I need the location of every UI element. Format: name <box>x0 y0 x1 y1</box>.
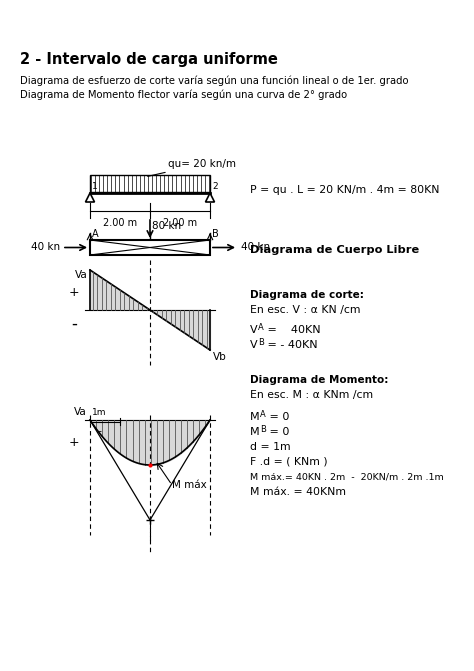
Text: 2: 2 <box>212 182 218 191</box>
Text: 2.00 m: 2.00 m <box>103 219 137 229</box>
Text: A: A <box>258 323 264 332</box>
Text: +: + <box>69 285 79 299</box>
Text: V: V <box>250 340 258 350</box>
Text: 1m: 1m <box>92 408 107 417</box>
Text: 40 kn: 40 kn <box>241 242 270 252</box>
Text: M: M <box>250 427 260 437</box>
Text: -: - <box>97 426 101 436</box>
Polygon shape <box>90 270 150 310</box>
Bar <box>90 175 210 192</box>
Text: V: V <box>250 325 258 335</box>
Text: qu= 20 kn/m: qu= 20 kn/m <box>148 159 236 176</box>
Text: 80 kn: 80 kn <box>152 221 181 231</box>
Text: Diagrama de Momento:: Diagrama de Momento: <box>250 375 388 385</box>
Text: = 0: = 0 <box>266 427 289 437</box>
Text: M máx.= 40KN . 2m  -  20KN/m . 2m .1m: M máx.= 40KN . 2m - 20KN/m . 2m .1m <box>250 472 444 481</box>
Text: =    40KN: = 40KN <box>264 325 320 335</box>
Text: B: B <box>212 229 219 239</box>
Text: B: B <box>258 338 264 347</box>
Text: d = 1m: d = 1m <box>250 442 291 452</box>
Bar <box>90 240 210 255</box>
Text: F .d = ( KNm ): F .d = ( KNm ) <box>250 457 328 467</box>
Text: 40 kn: 40 kn <box>31 242 60 252</box>
Text: En esc. M : α KNm /cm: En esc. M : α KNm /cm <box>250 390 373 400</box>
Text: Va: Va <box>74 407 87 417</box>
Text: 1: 1 <box>92 182 98 191</box>
Text: A: A <box>92 229 99 239</box>
Text: Vb: Vb <box>213 352 227 362</box>
Text: 2.00 m: 2.00 m <box>163 219 197 229</box>
Text: Diagrama de esfuerzo de corte varía según una función lineal o de 1er. grado: Diagrama de esfuerzo de corte varía segú… <box>20 75 409 85</box>
Text: Diagrama de corte:: Diagrama de corte: <box>250 290 364 300</box>
Text: Diagrama de Cuerpo Libre: Diagrama de Cuerpo Libre <box>250 245 419 255</box>
Text: = - 40KN: = - 40KN <box>264 340 318 350</box>
Text: +: + <box>69 436 79 449</box>
Text: 2 - Intervalo de carga uniforme: 2 - Intervalo de carga uniforme <box>20 52 278 67</box>
Text: = 0: = 0 <box>266 412 289 422</box>
Text: -: - <box>71 315 77 333</box>
Text: B: B <box>260 425 266 434</box>
Polygon shape <box>150 310 210 350</box>
Text: En esc. V : α KN /cm: En esc. V : α KN /cm <box>250 305 361 315</box>
Text: Diagrama de Momento flector varía según una curva de 2° grado: Diagrama de Momento flector varía según … <box>20 90 347 101</box>
Text: P = qu . L = 20 KN/m . 4m = 80KN: P = qu . L = 20 KN/m . 4m = 80KN <box>250 185 439 195</box>
Text: Va: Va <box>75 270 88 280</box>
Text: M máx: M máx <box>172 480 207 490</box>
Text: M máx. = 40KNm: M máx. = 40KNm <box>250 487 346 497</box>
Text: M: M <box>250 412 260 422</box>
Text: A: A <box>260 410 266 419</box>
